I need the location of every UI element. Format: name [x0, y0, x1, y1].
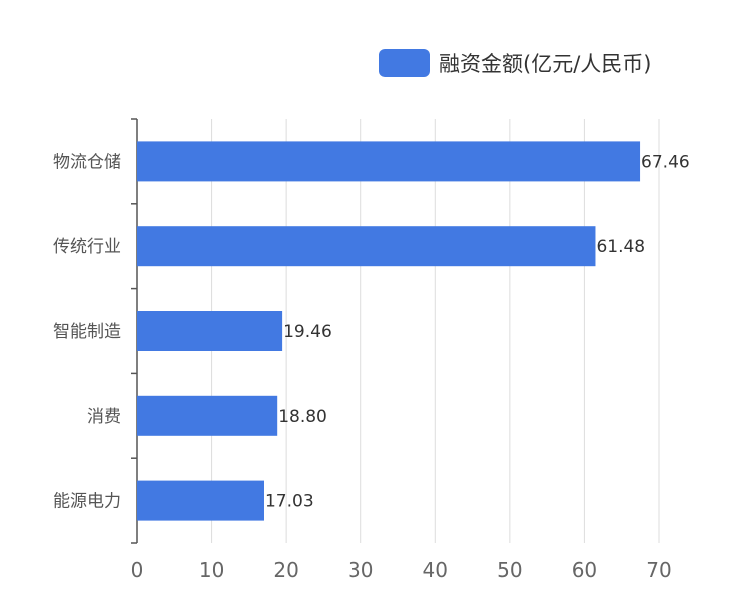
x-tick-label: 40 [423, 558, 448, 582]
x-tick-label: 0 [131, 558, 144, 582]
data-label: 17.03 [265, 492, 314, 512]
x-tick-label: 10 [199, 558, 224, 582]
category-label: 智能制造 [53, 322, 121, 342]
bar[interactable] [137, 226, 596, 267]
legend-label: 融资金额(亿元/人民币) [439, 52, 651, 76]
bar[interactable] [137, 311, 283, 351]
legend[interactable]: 融资金额(亿元/人民币) [379, 49, 651, 77]
category-label: 传统行业 [53, 237, 121, 257]
bar[interactable] [137, 141, 641, 182]
category-label: 物流仓储 [53, 152, 121, 172]
category-label: 能源电力 [53, 492, 121, 512]
x-tick-labels: 0 10 20 30 40 50 60 70 [131, 558, 672, 582]
data-label: 67.46 [641, 152, 690, 172]
bar[interactable] [137, 395, 278, 436]
data-label: 61.48 [596, 237, 645, 257]
x-tick-label: 70 [646, 558, 671, 582]
x-tick-label: 20 [273, 558, 298, 582]
data-label: 18.80 [278, 407, 327, 427]
gridlines [211, 119, 660, 543]
x-tick-label: 60 [572, 558, 597, 582]
axes [131, 118, 138, 544]
bars [137, 141, 641, 521]
x-tick-label: 50 [497, 558, 522, 582]
legend-swatch [379, 49, 430, 77]
x-tick-label: 30 [348, 558, 373, 582]
data-labels: 67.46 61.48 19.46 18.80 17.03 [265, 152, 690, 511]
data-label: 19.46 [283, 322, 332, 342]
bar[interactable] [137, 480, 264, 521]
category-label: 消费 [87, 407, 121, 427]
